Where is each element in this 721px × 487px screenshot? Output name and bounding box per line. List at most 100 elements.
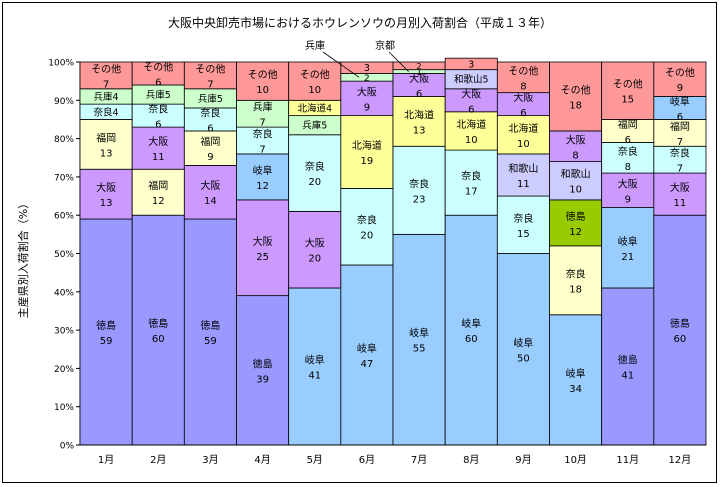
segment-name-label: その他 bbox=[508, 64, 538, 77]
segment-name-label: 福岡 bbox=[148, 179, 168, 192]
data-label: 3 bbox=[364, 63, 370, 74]
segment-name-label: その他 bbox=[143, 60, 173, 73]
callouts: 兵庫 京都 bbox=[305, 39, 409, 78]
callout-leader bbox=[322, 51, 360, 78]
segment-name-label: 岐阜 bbox=[253, 164, 273, 177]
x-tick-label: 10月 bbox=[564, 454, 587, 466]
segment-name-label: 北海道 bbox=[456, 118, 486, 131]
data-label: 8 bbox=[572, 150, 578, 161]
data-label: 23 bbox=[413, 194, 426, 205]
x-tick-label: 8月 bbox=[463, 454, 479, 466]
data-label: 60 bbox=[465, 334, 478, 345]
x-tick-label: 12月 bbox=[669, 454, 692, 466]
segment-name-label: その他 bbox=[195, 62, 225, 75]
segment-name-label: 奈良 bbox=[357, 214, 377, 227]
x-tick-label: 4月 bbox=[254, 454, 270, 466]
data-label: 2 bbox=[417, 62, 422, 71]
data-label: 41 bbox=[621, 370, 634, 381]
data-label: 10 bbox=[256, 85, 269, 96]
bar-segment bbox=[131, 168, 185, 216]
bar-segment bbox=[653, 214, 707, 446]
segment-name-label: 大阪 bbox=[253, 235, 273, 248]
segment-name-label: 奈良 bbox=[513, 212, 533, 225]
segment-name-label: 徳島 bbox=[148, 317, 168, 330]
segment-name-label: 兵庫 bbox=[253, 101, 273, 114]
segment-name-label: 大阪 bbox=[96, 181, 116, 194]
data-label: 34 bbox=[569, 384, 582, 395]
data-label: 18 bbox=[569, 284, 582, 295]
data-label: 8 bbox=[520, 81, 526, 92]
bar-segment bbox=[653, 119, 707, 147]
y-tick-label: 70% bbox=[54, 173, 74, 183]
stacked-bar-chart: 大阪中央卸売市場におけるホウレンソウの月別入荷割合（平成１３年） 主産県別入荷割… bbox=[16, 15, 707, 466]
segment-name-label: 岐阜 bbox=[461, 317, 481, 330]
data-label: 奈良4 bbox=[94, 106, 119, 118]
data-label: 7 bbox=[259, 145, 265, 156]
segment-name-label: 岐阜 bbox=[357, 342, 377, 355]
bar-segment bbox=[236, 295, 290, 446]
segment-name-label: 大阪 bbox=[513, 91, 533, 104]
data-label: 20 bbox=[308, 177, 321, 188]
segment-name-label: 北海道 bbox=[404, 108, 434, 121]
data-label: 50 bbox=[517, 353, 530, 364]
segment-name-label: 大阪 bbox=[200, 179, 220, 192]
bar-segment bbox=[183, 165, 237, 220]
data-label: 10 bbox=[569, 185, 582, 196]
data-label: 60 bbox=[674, 334, 687, 345]
segment-name-label: 大阪 bbox=[566, 133, 586, 146]
segment-name-label: 徳島 bbox=[96, 319, 116, 332]
x-tick-label: 6月 bbox=[359, 454, 375, 466]
bars: 徳島59大阪13福岡13奈良4兵庫4その他7徳島60福岡12大阪11奈良6兵庫5… bbox=[79, 57, 707, 446]
data-label: 2 bbox=[364, 74, 370, 84]
segment-name-label: その他 bbox=[248, 68, 278, 81]
segment-name-label: 和歌山 bbox=[508, 162, 538, 175]
callout-leader bbox=[388, 51, 409, 72]
data-label: 6 bbox=[625, 135, 631, 146]
data-label: 9 bbox=[364, 102, 370, 113]
data-label: 19 bbox=[361, 156, 374, 167]
segment-name-label: 和歌山 bbox=[561, 168, 591, 181]
segment-name-label: 奈良 bbox=[461, 170, 481, 183]
data-label: 15 bbox=[621, 95, 634, 106]
y-tick-label: 20% bbox=[54, 365, 74, 375]
bar-segment bbox=[653, 61, 707, 97]
data-label: 12 bbox=[152, 196, 165, 207]
segment-name-label: 北海道 bbox=[508, 122, 538, 135]
bar-segment bbox=[236, 153, 290, 201]
data-label: 6 bbox=[677, 112, 683, 123]
data-label: 9 bbox=[625, 194, 631, 205]
bar-segment bbox=[653, 145, 707, 174]
x-axis: 1月 2月 3月 4月 5月 6月 7月 8月 9月 10月 11月 12月 bbox=[80, 444, 706, 466]
segment-name-label: 奈良 bbox=[618, 145, 638, 158]
x-tick-label: 2月 bbox=[150, 454, 166, 466]
bar-segment bbox=[601, 142, 655, 174]
data-label: 7 bbox=[259, 118, 265, 129]
data-label: 7 bbox=[677, 164, 683, 175]
data-label: 6 bbox=[468, 104, 474, 115]
data-label: 59 bbox=[204, 336, 217, 347]
data-label: 11 bbox=[674, 198, 687, 209]
y-tick-label: 10% bbox=[54, 403, 74, 413]
data-label: 6 bbox=[416, 89, 422, 100]
data-label: 41 bbox=[308, 370, 321, 381]
data-label: 兵庫5 bbox=[146, 89, 171, 101]
y-tick-label: 90% bbox=[54, 97, 74, 107]
bar-segment bbox=[549, 245, 603, 316]
bar-segment bbox=[340, 80, 394, 117]
segment-name-label: 奈良 bbox=[253, 128, 273, 141]
callout-label: 兵庫 bbox=[305, 39, 325, 52]
bar-segment bbox=[496, 153, 550, 197]
data-label: 7 bbox=[677, 137, 683, 148]
segment-name-label: 北海道 bbox=[352, 139, 382, 152]
segment-name-label: 岐阜 bbox=[409, 327, 429, 340]
data-label: 11 bbox=[152, 152, 165, 163]
segment-name-label: その他 bbox=[91, 62, 121, 75]
chart-frame: 大阪中央卸売市場におけるホウレンソウの月別入荷割合（平成１３年） 主産県別入荷割… bbox=[2, 2, 717, 483]
segment-name-label: 岐阜 bbox=[566, 367, 586, 380]
data-label: 6 bbox=[155, 77, 161, 88]
data-label: 20 bbox=[308, 254, 321, 265]
x-tick-label: 11月 bbox=[616, 454, 639, 466]
bar-segment bbox=[236, 61, 290, 101]
segment-name-label: 徳島 bbox=[200, 319, 220, 332]
segment-name-label: 岐阜 bbox=[305, 353, 325, 366]
